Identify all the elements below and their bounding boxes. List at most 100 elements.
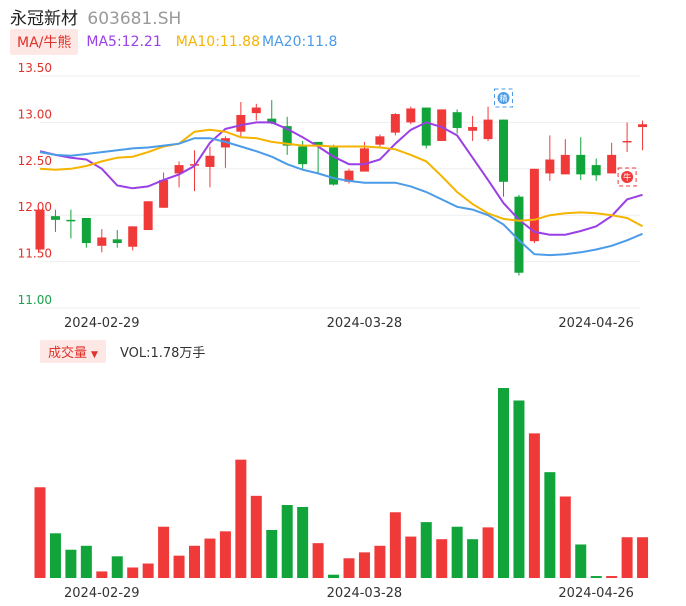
candle-body xyxy=(638,124,648,128)
volume-bar xyxy=(34,487,46,578)
bull-marker-frame xyxy=(617,167,637,187)
candle-body xyxy=(81,217,91,244)
volume-bar xyxy=(250,495,262,578)
dropdown-arrow-icon: ▼ xyxy=(91,349,98,360)
candle-body xyxy=(591,165,601,176)
volume-bar xyxy=(343,558,355,578)
ma20-line xyxy=(39,137,643,257)
volume-bar xyxy=(544,472,556,578)
stock-code: 603681.SH xyxy=(87,9,182,29)
candle-body xyxy=(421,107,431,146)
x-tick-label: 2024-03-28 xyxy=(327,316,403,331)
volume-bar xyxy=(374,545,386,578)
x-tick-label: 2024-04-26 xyxy=(558,586,634,601)
candle-body xyxy=(545,159,555,174)
y-tick-label: 11.50 xyxy=(18,247,52,261)
volume-bar xyxy=(266,530,278,578)
candle-body xyxy=(112,239,122,244)
volume-bar xyxy=(312,543,324,578)
candle-body xyxy=(560,154,570,175)
y-tick-label: 12.00 xyxy=(18,200,52,214)
candle-body xyxy=(452,112,462,128)
volume-bar xyxy=(297,506,309,578)
volume-bar xyxy=(96,571,108,578)
volume-bar xyxy=(405,536,417,578)
volume-bar xyxy=(498,388,509,578)
candle-body xyxy=(298,146,308,165)
volume-bar xyxy=(451,526,463,578)
volume-value: VOL:1.78万手 xyxy=(119,345,206,361)
volume-bar xyxy=(111,556,123,578)
volume-bar xyxy=(420,522,432,578)
volume-bar xyxy=(389,512,401,578)
ma-indicator-button[interactable]: MA/牛熊 xyxy=(10,29,79,55)
x-tick-label: 2024-02-29 xyxy=(64,316,140,331)
candle-body xyxy=(313,141,323,146)
y-tick-label: 13.50 xyxy=(18,61,52,75)
volume-bar xyxy=(219,531,231,578)
candle-body xyxy=(468,127,478,131)
candle-body xyxy=(50,216,60,220)
ma10-line xyxy=(39,128,643,228)
candle-body xyxy=(143,201,153,231)
volume-bar xyxy=(482,527,494,578)
x-tick-label: 2024-03-28 xyxy=(327,586,403,601)
bull-marker: 牛 xyxy=(617,167,637,187)
volume-bar xyxy=(173,555,185,578)
volume-bar xyxy=(358,552,370,578)
volume-bar xyxy=(127,567,139,578)
candle-body xyxy=(97,237,107,246)
candle-body xyxy=(35,209,45,250)
volume-bar xyxy=(590,576,602,578)
volume-bar xyxy=(65,549,77,578)
candle-body xyxy=(607,154,617,174)
volume-bar xyxy=(235,459,247,578)
volume-bar xyxy=(328,574,340,578)
x-tick-label: 2024-02-29 xyxy=(64,586,140,601)
candle-body xyxy=(236,114,246,132)
candle-body xyxy=(205,155,215,167)
candle-body xyxy=(329,147,339,185)
candle-body xyxy=(344,170,354,182)
ma5-line xyxy=(39,121,643,236)
bull-marker-label: 牛 xyxy=(623,172,631,182)
volume-legend-row: 成交量 ▼ VOL:1.78万手 xyxy=(40,339,206,363)
volume-indicator-button[interactable]: 成交量 ▼ xyxy=(40,339,106,363)
y-tick-label: 11.00 xyxy=(18,293,52,307)
candle-body xyxy=(483,119,493,140)
volume-bar xyxy=(467,539,479,578)
sell-marker: 精 xyxy=(494,88,513,108)
candle-body xyxy=(499,119,508,182)
candle-body xyxy=(406,108,416,123)
volume-bar xyxy=(637,537,649,578)
candle-body xyxy=(174,165,184,174)
volume-bar xyxy=(189,545,200,578)
candle-body xyxy=(390,114,400,133)
candle-body xyxy=(282,126,292,146)
y-tick-label: 12.50 xyxy=(18,154,52,168)
candle-body xyxy=(514,196,524,273)
ma-legend-row: MA/牛熊 MA5:12.21 MA10:11.88 MA20:11.8 xyxy=(10,29,338,55)
volume-bar xyxy=(49,533,61,578)
ma20-legend: MA20:11.8 xyxy=(262,34,338,50)
sell-marker-label: 精 xyxy=(500,93,508,103)
stock-header: 永冠新材 603681.SH xyxy=(10,4,181,29)
candle-body xyxy=(576,154,586,175)
sell-marker-dot xyxy=(497,92,510,104)
volume-bar xyxy=(142,563,154,578)
candle-body xyxy=(159,179,169,208)
candle-body xyxy=(66,219,76,222)
volume-bar xyxy=(204,538,216,578)
volume-bar xyxy=(281,505,293,578)
volume-bar xyxy=(621,537,633,578)
volume-bar xyxy=(158,526,170,578)
volume-bar xyxy=(528,433,540,578)
sell-marker-frame xyxy=(494,88,513,108)
y-tick-label: 13.00 xyxy=(18,107,52,121)
volume-bar xyxy=(80,545,92,578)
volume-bar xyxy=(436,539,448,578)
candle-body xyxy=(529,168,539,242)
candle-body xyxy=(128,226,138,247)
x-tick-label: 2024-04-26 xyxy=(558,316,634,331)
